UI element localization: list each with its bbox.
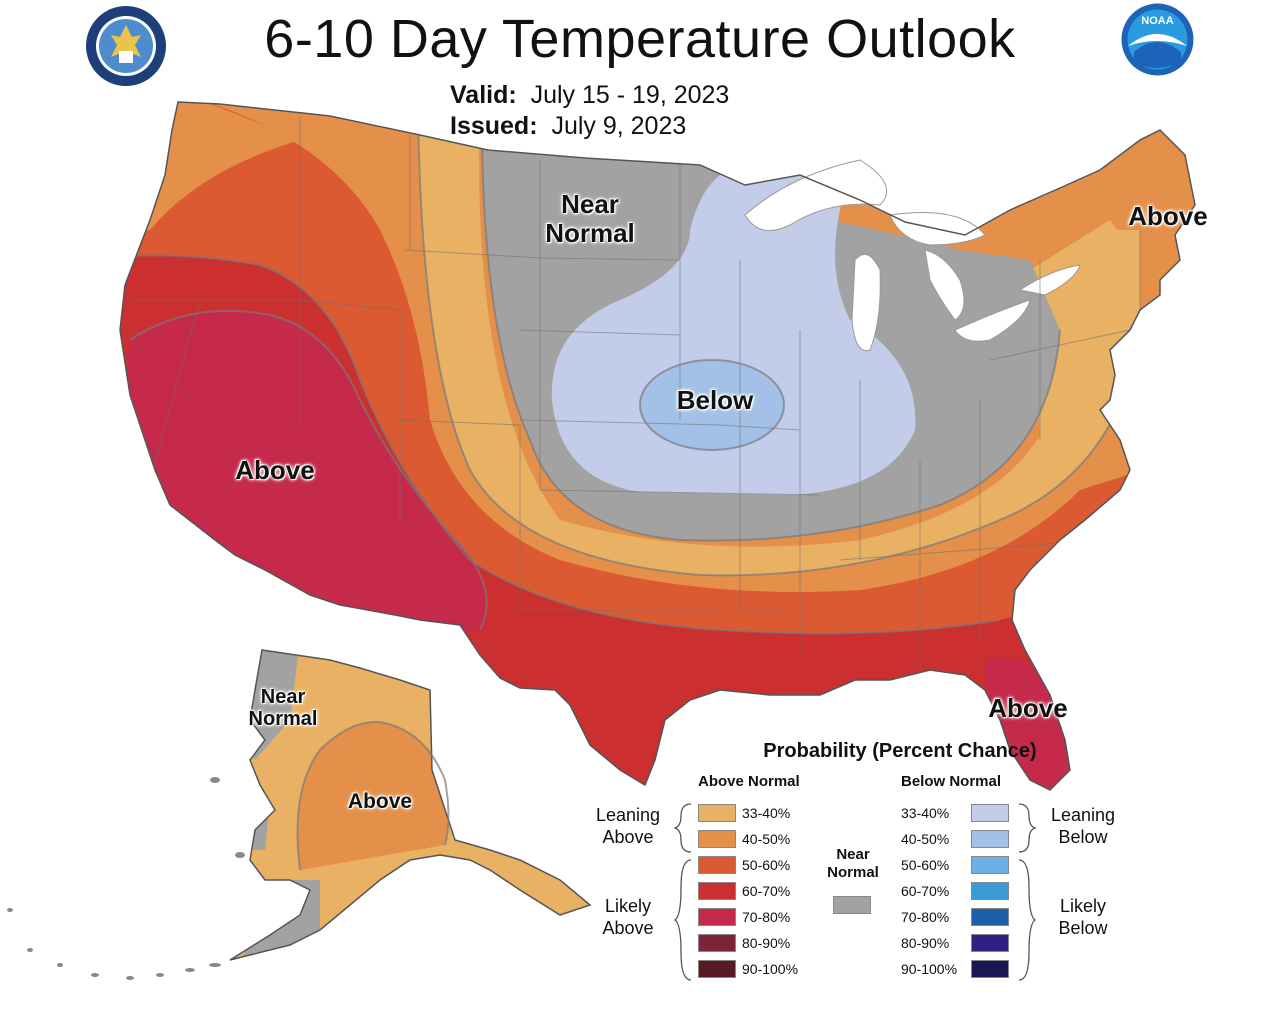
aleutian-islands xyxy=(7,777,245,980)
brace-likely-below xyxy=(1018,859,1037,981)
valid-label: Valid: xyxy=(450,81,517,109)
legend-below-bin-label: 60-70% xyxy=(901,883,950,899)
issued-value: July 9, 2023 xyxy=(551,112,687,140)
legend-near-normal-swatch xyxy=(833,896,871,914)
legend-below-bin-swatch xyxy=(971,804,1009,822)
legend-above-bin-row: 40-50% xyxy=(698,828,828,850)
alaska-outline xyxy=(229,649,592,961)
contour-lines xyxy=(120,102,1141,635)
map-label-near-normal-alaska: Near Normal xyxy=(248,686,318,730)
legend-below-bin-swatch xyxy=(971,908,1009,926)
legend-above-bin-row: 33-40% xyxy=(698,802,828,824)
map-label-above-alaska: Above xyxy=(347,790,413,813)
legend-above-bin-swatch xyxy=(698,960,736,978)
legend-below-bin-row: 70-80% xyxy=(901,906,1011,928)
valid-value: July 15 - 19, 2023 xyxy=(530,81,730,109)
legend-likely-above: Likely Above xyxy=(602,896,654,938)
legend-below-bin-row: 33-40% xyxy=(901,802,1011,824)
legend-above-bin-row: 80-90% xyxy=(698,932,828,954)
legend-above-bin-label: 33-40% xyxy=(742,805,791,821)
legend: Probability (Percent Chance) Above Norma… xyxy=(585,740,1125,1020)
legend-above-bin-swatch xyxy=(698,804,736,822)
legend-above-bin-label: 90-100% xyxy=(742,961,799,977)
legend-below-bin-swatch xyxy=(971,960,1009,978)
legend-above-bin-swatch xyxy=(698,908,736,926)
legend-leaning-below: Leaning Below xyxy=(1050,805,1116,847)
legend-below-bin-swatch xyxy=(971,856,1009,874)
legend-above-bin-label: 80-90% xyxy=(742,935,791,951)
legend-above-bin-row: 50-60% xyxy=(698,854,828,876)
legend-below-bin-swatch xyxy=(971,934,1009,952)
page-title: 6-10 Day Temperature Outlook xyxy=(264,9,1016,69)
legend-below-bin-label: 70-80% xyxy=(901,909,950,925)
legend-below-bin-label: 80-90% xyxy=(901,935,950,951)
legend-above-bin-row: 90-100% xyxy=(698,958,828,980)
map-label-above-florida: Above xyxy=(988,693,1068,723)
legend-below-bin-row: 50-60% xyxy=(901,854,1011,876)
legend-above-bin-label: 60-70% xyxy=(742,883,791,899)
legend-above-bin-row: 60-70% xyxy=(698,880,828,902)
map-label-below-conus: Below xyxy=(676,385,754,415)
legend-leaning-above: Leaning Above xyxy=(595,805,661,847)
noaa-logo-text: NOAA xyxy=(1141,15,1173,27)
legend-below-bin-swatch xyxy=(971,830,1009,848)
legend-below-bin-label: 40-50% xyxy=(901,831,950,847)
legend-above-normal-head: Above Normal xyxy=(698,773,800,790)
map-label-above-west: Above xyxy=(235,455,315,485)
legend-above-bin-label: 40-50% xyxy=(742,831,791,847)
legend-above-bin-swatch xyxy=(698,934,736,952)
legend-below-normal-head: Below Normal xyxy=(901,773,1002,790)
alaska-contour xyxy=(296,720,450,871)
legend-below-bin-row: 40-50% xyxy=(901,828,1011,850)
legend-above-bin-swatch xyxy=(698,856,736,874)
map-label-above-northeast: Above xyxy=(1128,201,1208,231)
brace-leaning-below xyxy=(1018,803,1037,853)
brace-likely-above xyxy=(673,859,692,981)
conus-outline xyxy=(119,101,1196,791)
map-label-near-normal-conus: Near Normal xyxy=(545,189,635,248)
legend-below-bin-row: 60-70% xyxy=(901,880,1011,902)
legend-above-bin-swatch xyxy=(698,882,736,900)
legend-below-bin-swatch xyxy=(971,882,1009,900)
legend-below-bin-label: 33-40% xyxy=(901,805,950,821)
legend-near-normal-label: Near Normal xyxy=(827,846,879,881)
legend-above-bin-swatch xyxy=(698,830,736,848)
date-block: Valid: July 15 - 19, 2023 Issued: July 9… xyxy=(450,80,729,142)
legend-above-bin-row: 70-80% xyxy=(698,906,828,928)
legend-title: Probability (Percent Chance) xyxy=(763,740,1037,762)
legend-likely-below: Likely Below xyxy=(1058,896,1108,938)
legend-above-bin-label: 50-60% xyxy=(742,857,791,873)
issued-label: Issued: xyxy=(450,112,538,140)
legend-below-bin-row: 90-100% xyxy=(901,958,1011,980)
commerce-seal-logo xyxy=(86,6,166,86)
legend-below-bin-row: 80-90% xyxy=(901,932,1011,954)
legend-below-bin-label: 50-60% xyxy=(901,857,950,873)
legend-below-bin-label: 90-100% xyxy=(901,961,958,977)
noaa-logo: NOAA xyxy=(1121,3,1194,76)
brace-leaning-above xyxy=(673,803,692,853)
legend-above-bin-label: 70-80% xyxy=(742,909,791,925)
